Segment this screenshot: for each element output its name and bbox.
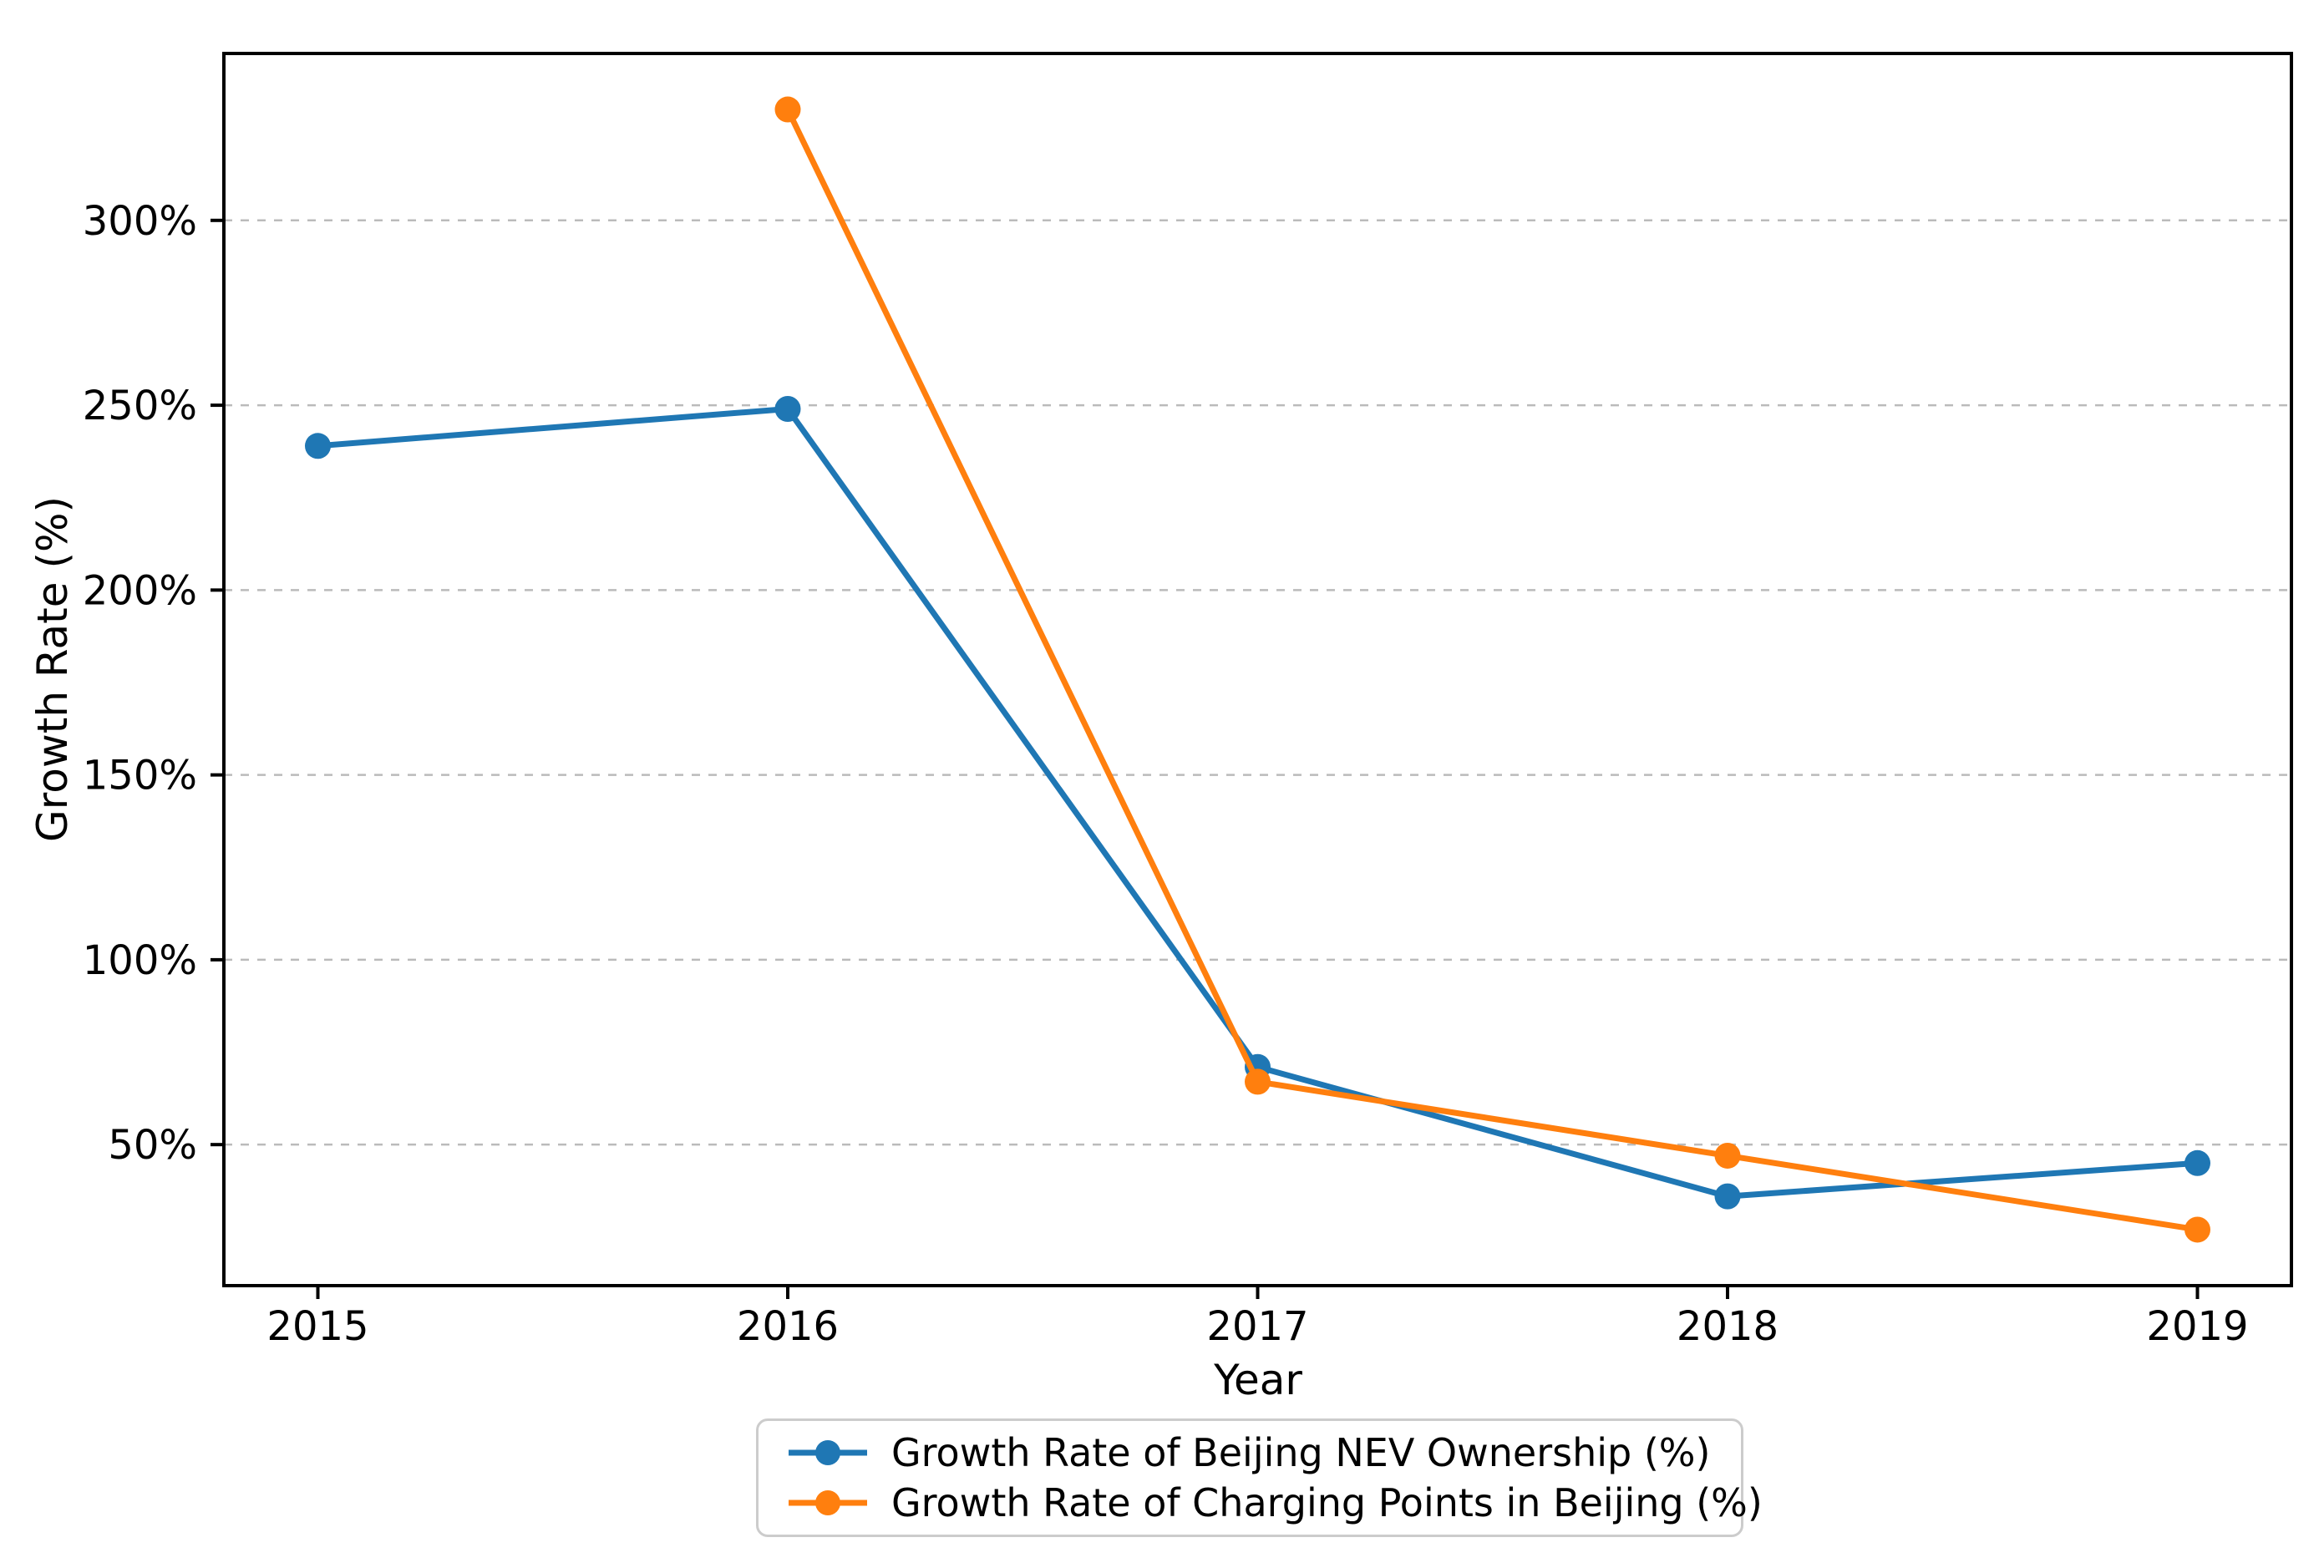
x-tick-label: 2016 — [737, 1303, 839, 1350]
y-tick-label: 50% — [108, 1122, 197, 1169]
x-axis-title: Year — [1214, 1356, 1302, 1404]
x-tick-label: 2015 — [266, 1303, 368, 1350]
series-line — [784, 108, 2199, 1233]
x-tick-label: 2019 — [2146, 1303, 2248, 1350]
y-tick-label: 200% — [83, 567, 197, 614]
data-point-marker — [774, 96, 801, 123]
legend-label: Growth Rate of Beijing NEV Ownership (%) — [891, 1429, 1711, 1475]
legend-line-marker-icon — [789, 1439, 867, 1465]
legend-item-charging-points: Growth Rate of Charging Points in Beijin… — [786, 1484, 1763, 1522]
x-tick-label: 2018 — [1677, 1303, 1779, 1350]
y-tick-label: 100% — [83, 937, 197, 984]
plot-border — [222, 52, 2293, 1287]
data-point-marker — [774, 396, 801, 423]
y-tick-label: 250% — [83, 383, 197, 429]
y-tick-label: 150% — [83, 753, 197, 799]
legend-line-marker-icon — [789, 1490, 867, 1516]
legend-item-nev-ownership: Growth Rate of Beijing NEV Ownership (%) — [786, 1434, 1741, 1472]
x-tick-label: 2017 — [1206, 1303, 1308, 1350]
y-tick-label: 300% — [83, 198, 197, 245]
legend-label: Growth Rate of Charging Points in Beijin… — [891, 1480, 1763, 1526]
data-point-marker — [1714, 1183, 1741, 1210]
y-axis-title: Growth Rate (%) — [28, 496, 77, 842]
data-point-marker — [1714, 1142, 1741, 1169]
data-point-marker — [305, 433, 331, 459]
data-point-marker — [2184, 1149, 2210, 1176]
legend: Growth Rate of Beijing NEV Ownership (%)… — [756, 1418, 1763, 1537]
data-point-marker — [2184, 1216, 2210, 1243]
data-point-marker — [1245, 1068, 1271, 1095]
